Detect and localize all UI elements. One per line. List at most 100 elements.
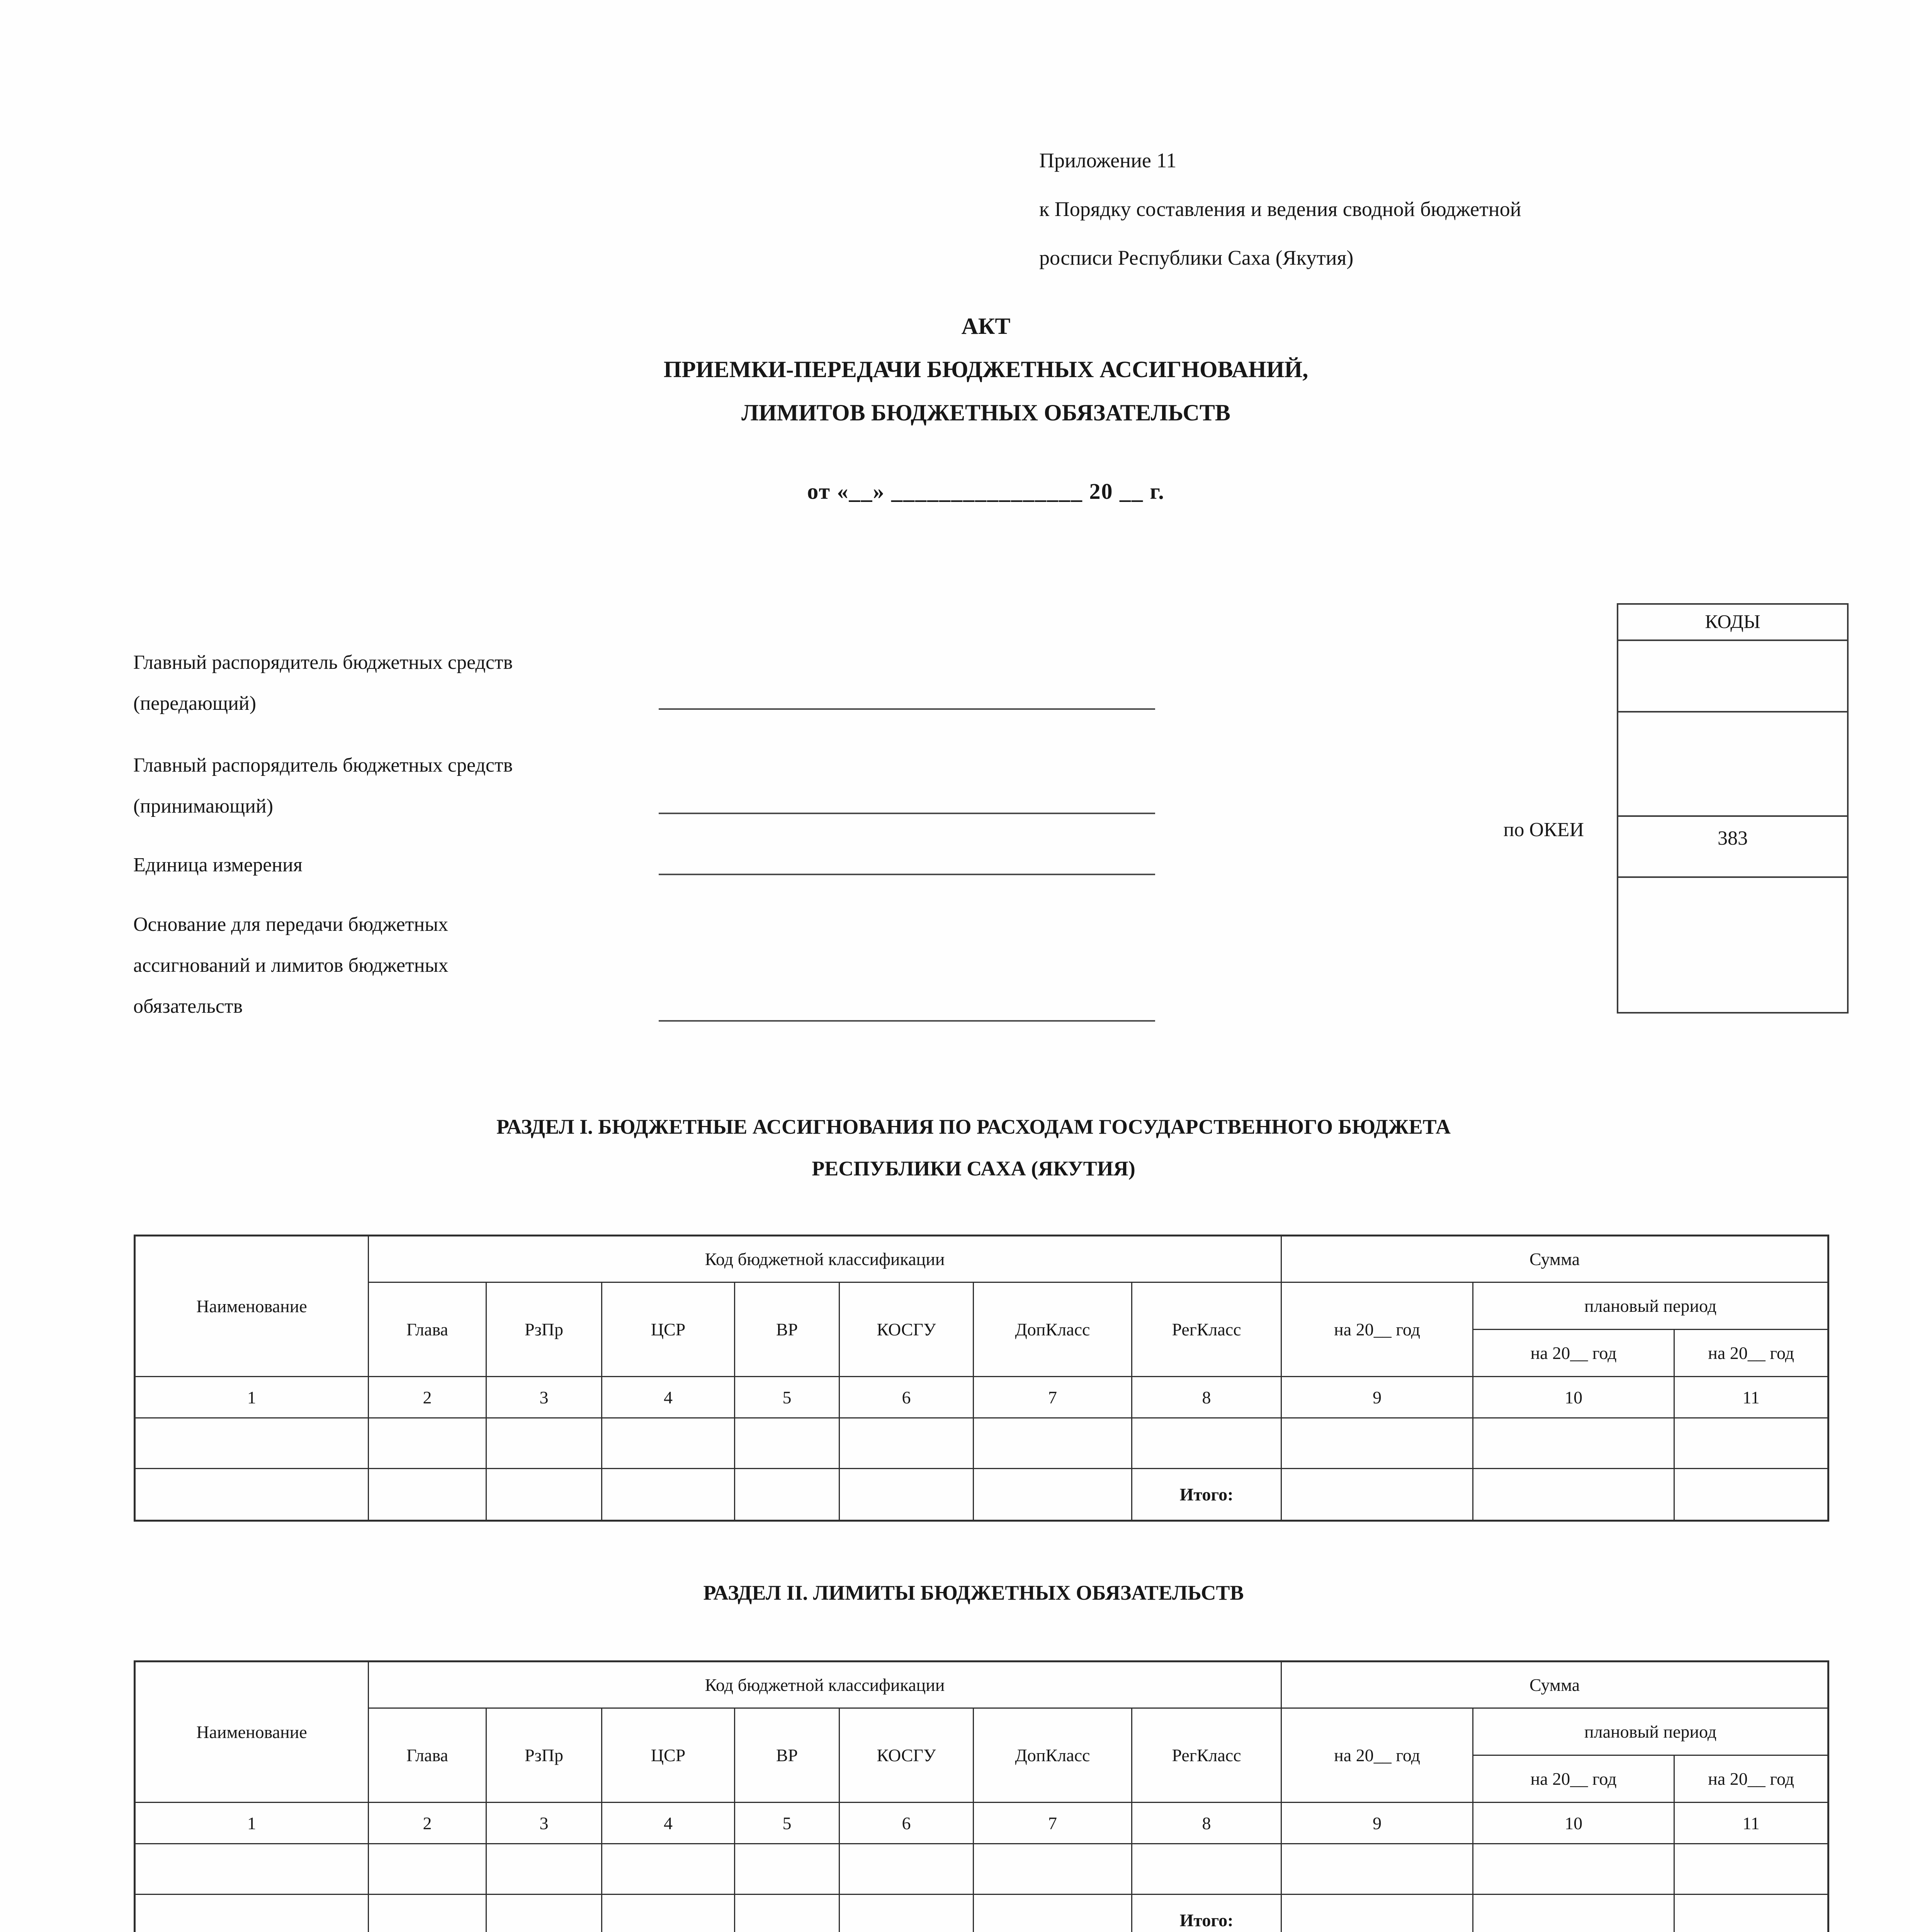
appendix-line: к Порядку составления и ведения сводной … <box>1039 197 1521 221</box>
column-number: 2 <box>368 1802 487 1844</box>
col-header-csr: ЦСР <box>601 1708 735 1803</box>
empty-cell <box>973 1417 1132 1469</box>
col-header-vr: ВР <box>734 1282 840 1377</box>
col-header-kbk: Код бюджетной классификации <box>367 1661 1282 1709</box>
empty-cell <box>368 1843 487 1895</box>
col-header-rzpr: РзПр <box>486 1708 602 1803</box>
column-number: 4 <box>601 1802 735 1844</box>
empty-cell <box>839 1843 974 1895</box>
column-number: 6 <box>839 1802 974 1844</box>
col-header-planned-period: плановый период <box>1472 1282 1829 1330</box>
empty-cell <box>734 1417 840 1469</box>
empty-cell <box>839 1894 974 1932</box>
section2-heading: РАЗДЕЛ II. ЛИМИТЫ БЮДЖЕТНЫХ ОБЯЗАТЕЛЬСТВ <box>703 1581 1244 1604</box>
empty-cell <box>1131 1417 1282 1469</box>
column-number: 8 <box>1131 1376 1282 1418</box>
codes-box-divider <box>1618 815 1847 817</box>
column-number: 9 <box>1281 1802 1474 1844</box>
empty-cell <box>839 1417 974 1469</box>
section1-heading-line: РЕСПУБЛИКИ САХА (ЯКУТИЯ) <box>812 1157 1135 1180</box>
field-underline-unit <box>659 874 1155 875</box>
empty-cell <box>1281 1468 1474 1521</box>
col-header-name: Наименование <box>134 1235 369 1377</box>
column-number: 1 <box>134 1376 369 1418</box>
empty-cell <box>134 1468 369 1521</box>
col-header-sum: Сумма <box>1281 1661 1829 1709</box>
col-header-year-plan2: на 20__ год <box>1674 1329 1829 1377</box>
okei-label: по ОКЕИ <box>1503 819 1584 841</box>
column-number: 11 <box>1674 1376 1829 1418</box>
empty-cell <box>973 1468 1132 1521</box>
column-number: 3 <box>486 1376 602 1418</box>
empty-cell <box>1674 1417 1829 1469</box>
empty-cell <box>486 1894 602 1932</box>
field-label-unit: Единица измерения <box>133 854 302 876</box>
column-number: 7 <box>973 1802 1132 1844</box>
field-label-line: ассигнований и лимитов бюджетных <box>133 954 449 976</box>
empty-cell <box>1281 1894 1474 1932</box>
column-number-row: 1 2 3 4 5 6 7 8 9 10 11 <box>134 1802 1829 1844</box>
appendix-line: Приложение 11 <box>1039 149 1177 172</box>
empty-cell <box>1472 1468 1675 1521</box>
empty-cell <box>734 1894 840 1932</box>
col-header-regklass: РегКласс <box>1131 1708 1282 1803</box>
okei-value: 383 <box>1718 827 1748 849</box>
empty-cell <box>734 1843 840 1895</box>
col-header-kosgu: КОСГУ <box>839 1282 974 1377</box>
field-label-line: Главный распорядитель бюджетных средств <box>133 651 513 673</box>
empty-cell <box>368 1894 487 1932</box>
empty-cell <box>1674 1468 1829 1521</box>
field-label-line: (принимающий) <box>133 795 274 817</box>
column-number: 7 <box>973 1376 1132 1418</box>
field-underline-grbs-sender <box>659 708 1155 710</box>
document-title: АКТ ПРИЕМКИ-ПЕРЕДАЧИ БЮДЖЕТНЫХ АССИГНОВА… <box>62 304 1910 434</box>
empty-cell <box>486 1417 602 1469</box>
section1-heading: РАЗДЕЛ I. БЮДЖЕТНЫЕ АССИГНОВАНИЯ ПО РАСХ… <box>93 1106 1854 1189</box>
col-header-regklass: РегКласс <box>1131 1282 1282 1377</box>
col-header-vr: ВР <box>734 1708 840 1803</box>
field-label-basis: Основание для передачи бюджетных ассигно… <box>133 904 449 1027</box>
empty-cell <box>134 1843 369 1895</box>
column-number-row: 1 2 3 4 5 6 7 8 9 10 11 <box>134 1376 1829 1418</box>
empty-cell <box>1674 1843 1829 1895</box>
empty-cell <box>973 1843 1132 1895</box>
appendix-line: росписи Республики Саха (Якутия) <box>1039 246 1354 269</box>
column-number: 11 <box>1674 1802 1829 1844</box>
column-number: 4 <box>601 1376 735 1418</box>
title-line: ПРИЕМКИ-ПЕРЕДАЧИ БЮДЖЕТНЫХ АССИГНОВАНИЙ, <box>663 357 1308 382</box>
col-header-year-current: на 20__ год <box>1281 1708 1474 1803</box>
total-row: Итого: <box>134 1894 1829 1932</box>
empty-cell <box>1674 1894 1829 1932</box>
document-date-line: от «__» ________________ 20 __ г. <box>807 479 1165 504</box>
col-header-year-plan1: на 20__ год <box>1472 1755 1675 1803</box>
empty-cell <box>1281 1417 1474 1469</box>
column-number: 3 <box>486 1802 602 1844</box>
empty-cell <box>839 1468 974 1521</box>
field-underline-basis <box>659 1020 1155 1022</box>
codes-box-header: КОДЫ <box>1705 611 1760 632</box>
appendix-note: Приложение 11 к Порядку составления и ве… <box>1039 136 1521 282</box>
section1-heading-line: РАЗДЕЛ I. БЮДЖЕТНЫЕ АССИГНОВАНИЯ ПО РАСХ… <box>496 1115 1451 1138</box>
field-label-grbs-receiver: Главный распорядитель бюджетных средств … <box>133 745 513 827</box>
section1-table: Наименование Код бюджетной классификации… <box>134 1235 1830 1522</box>
column-number: 2 <box>368 1376 487 1418</box>
empty-cell <box>1472 1417 1675 1469</box>
section2-table: Наименование Код бюджетной классификации… <box>134 1660 1830 1932</box>
empty-cell <box>734 1468 840 1521</box>
codes-box: КОДЫ 383 <box>1617 603 1849 1014</box>
field-label-line: Главный распорядитель бюджетных средств <box>133 754 513 776</box>
empty-cell <box>134 1417 369 1469</box>
codes-box-divider <box>1618 876 1847 878</box>
total-label: Итого: <box>1131 1894 1282 1932</box>
empty-cell <box>486 1468 602 1521</box>
column-number: 8 <box>1131 1802 1282 1844</box>
col-header-year-plan1: на 20__ год <box>1472 1329 1675 1377</box>
codes-box-divider <box>1618 639 1847 641</box>
total-label: Итого: <box>1131 1468 1282 1521</box>
col-header-dopklass: ДопКласс <box>973 1282 1132 1377</box>
empty-cell <box>601 1468 735 1521</box>
empty-cell <box>486 1843 602 1895</box>
col-header-glava: Глава <box>368 1282 487 1377</box>
col-header-glava: Глава <box>368 1708 487 1803</box>
empty-cell <box>1472 1894 1675 1932</box>
